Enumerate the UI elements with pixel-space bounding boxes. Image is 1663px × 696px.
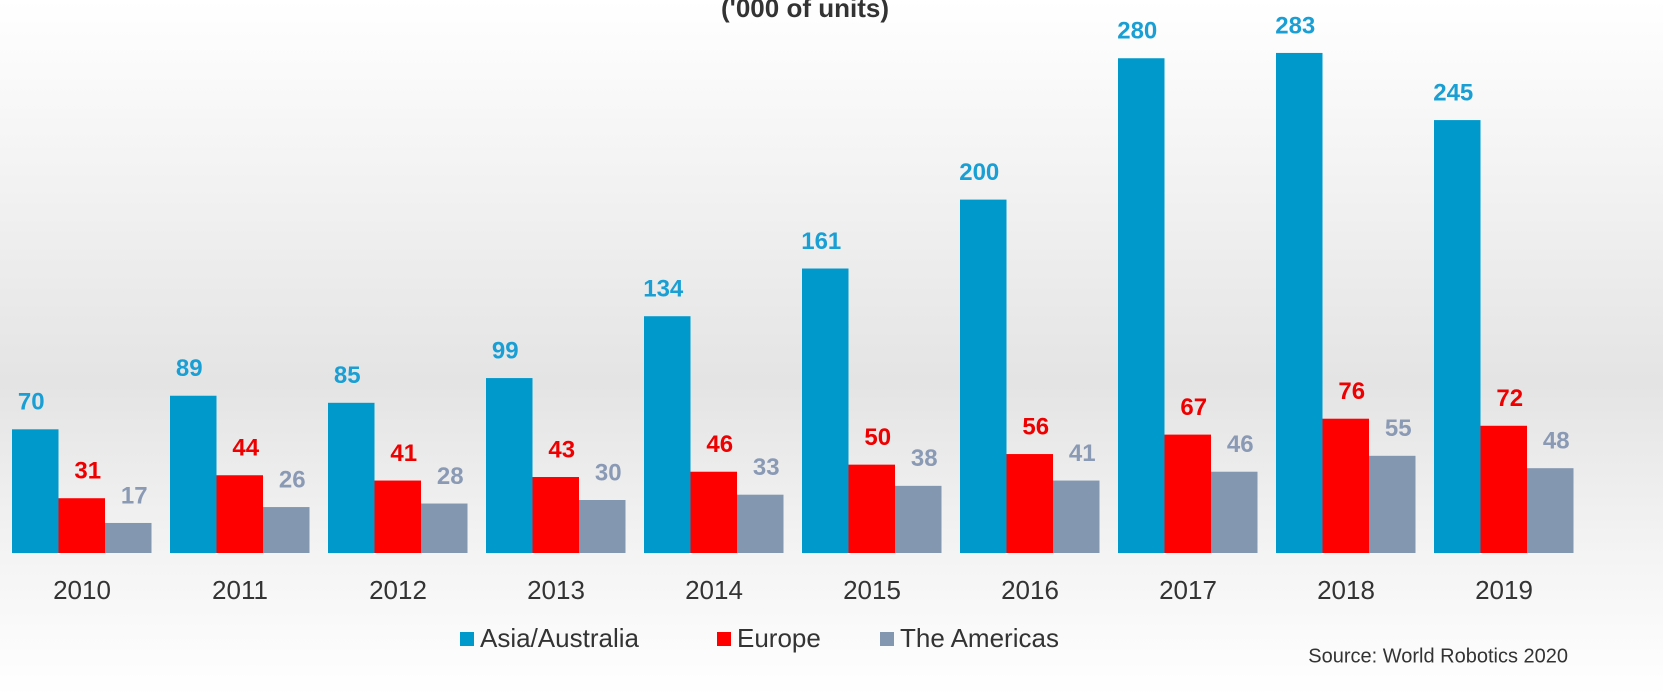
- bar: [328, 402, 375, 553]
- value-label: 161: [801, 228, 841, 255]
- bar: [1211, 471, 1258, 553]
- value-label: 38: [911, 445, 938, 472]
- bar: [690, 471, 737, 553]
- bar: [1118, 58, 1165, 554]
- legend-swatch: [880, 632, 894, 646]
- bar: [12, 429, 59, 553]
- legend-swatch: [717, 632, 731, 646]
- bar: [848, 464, 895, 553]
- value-label: 31: [74, 458, 101, 485]
- bar: [1369, 455, 1416, 553]
- value-label: 50: [864, 424, 891, 451]
- bar: [263, 507, 310, 553]
- value-label: 70: [18, 389, 45, 416]
- bar: [170, 395, 217, 553]
- x-tick-label: 2017: [1159, 575, 1217, 605]
- x-tick-label: 2012: [369, 575, 427, 605]
- bar: [960, 199, 1007, 553]
- bar: [486, 378, 533, 553]
- bar: [421, 503, 468, 553]
- bar: [802, 268, 849, 553]
- x-tick-label: 2011: [212, 575, 268, 605]
- bar: [1434, 120, 1481, 554]
- value-label: 33: [753, 454, 780, 481]
- value-label: 67: [1180, 394, 1207, 421]
- value-label: 46: [706, 431, 733, 458]
- value-label: 55: [1385, 415, 1412, 442]
- bar: [58, 498, 105, 553]
- value-label: 44: [232, 435, 259, 462]
- value-label: 85: [334, 362, 361, 389]
- legend-label: Europe: [737, 623, 821, 653]
- legend-label: The Americas: [900, 623, 1059, 653]
- value-label: 72: [1496, 385, 1523, 412]
- x-tick-label: 2018: [1317, 575, 1375, 605]
- bar: [216, 475, 263, 553]
- value-label: 56: [1022, 413, 1049, 440]
- x-tick-label: 2013: [527, 575, 585, 605]
- value-label: 134: [643, 276, 684, 303]
- bar: [1053, 480, 1100, 553]
- value-label: 283: [1275, 12, 1315, 39]
- bar: [1276, 52, 1323, 554]
- bar: [895, 485, 942, 553]
- bar: [1322, 418, 1369, 553]
- value-label: 99: [492, 337, 519, 364]
- value-label: 76: [1338, 378, 1365, 405]
- value-label: 28: [437, 463, 464, 490]
- value-label: 89: [176, 355, 203, 382]
- value-label: 30: [595, 459, 622, 486]
- bar: [1480, 425, 1527, 553]
- bar: [737, 494, 784, 553]
- value-label: 41: [1069, 440, 1096, 467]
- value-label: 245: [1433, 79, 1473, 106]
- value-label: 46: [1227, 431, 1254, 458]
- value-label: 200: [959, 159, 999, 186]
- x-tick-label: 2015: [843, 575, 901, 605]
- x-tick-label: 2019: [1475, 575, 1533, 605]
- bar: [1006, 454, 1053, 553]
- x-tick-label: 2010: [53, 575, 111, 605]
- bar: [644, 316, 691, 553]
- value-label: 48: [1543, 428, 1570, 455]
- value-label: 41: [390, 440, 417, 467]
- source-note: Source: World Robotics 2020: [1308, 645, 1568, 667]
- bar: [105, 522, 152, 553]
- legend-label: Asia/Australia: [480, 623, 639, 653]
- value-label: 280: [1117, 18, 1157, 45]
- legend-swatch: [460, 632, 474, 646]
- bar: [532, 477, 579, 553]
- bar: [374, 480, 421, 553]
- x-tick-label: 2016: [1001, 575, 1059, 605]
- bar: [1164, 434, 1211, 553]
- value-label: 26: [279, 466, 306, 493]
- chart-title: ('000 of units): [721, 0, 889, 23]
- bar: [1527, 468, 1574, 553]
- x-tick-label: 2014: [685, 575, 743, 605]
- value-label: 43: [548, 436, 575, 463]
- bar: [579, 499, 626, 553]
- value-label: 17: [121, 482, 148, 509]
